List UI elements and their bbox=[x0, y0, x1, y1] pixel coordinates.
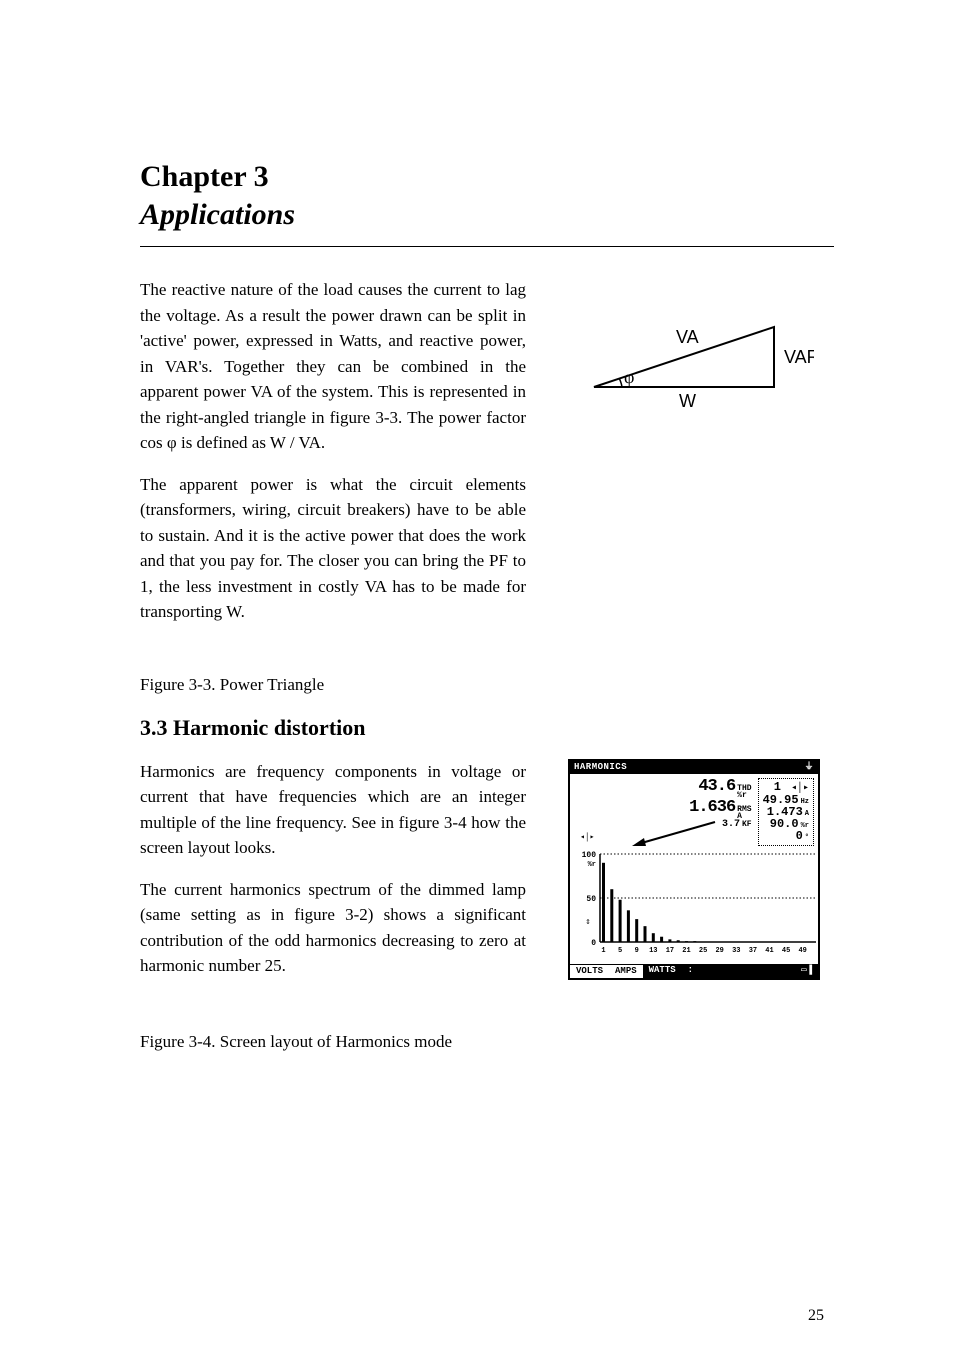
deg-unit: ° bbox=[805, 835, 809, 842]
chapter-subtitle: Applications bbox=[140, 198, 834, 232]
kf-value: 3.7 bbox=[722, 820, 740, 830]
title-block: Chapter 3 Applications bbox=[140, 160, 834, 232]
col-left-1: The reactive nature of the load causes t… bbox=[140, 277, 526, 641]
para-1: The reactive nature of the load causes t… bbox=[140, 277, 526, 456]
svg-text:17: 17 bbox=[666, 947, 674, 955]
svg-text:41: 41 bbox=[765, 947, 773, 955]
col-right-triangle: VA VAR W φ bbox=[554, 277, 834, 641]
plug-icon: ⏚ bbox=[804, 763, 814, 772]
harmonic-index: 1 bbox=[774, 781, 781, 793]
svg-text:50: 50 bbox=[586, 895, 596, 904]
svg-text:29: 29 bbox=[715, 947, 723, 955]
tab-dots[interactable]: : bbox=[682, 964, 699, 977]
svg-text:13: 13 bbox=[649, 947, 657, 955]
row-device: Harmonics are frequency components in vo… bbox=[140, 759, 834, 995]
page-number: 25 bbox=[808, 1307, 824, 1325]
svg-text:1: 1 bbox=[601, 947, 605, 955]
a-value: 1.473 bbox=[767, 806, 803, 818]
readout-right: 1 ◂│▸ 49.95Hz 1.473A 90.0%r 0° bbox=[758, 778, 814, 846]
row-triangle: The reactive nature of the load causes t… bbox=[140, 277, 834, 641]
section-heading-3-3: 3.3 Harmonic distortion bbox=[140, 715, 834, 741]
label-va: VA bbox=[676, 327, 699, 347]
chapter-label: Chapter 3 bbox=[140, 160, 834, 194]
rms-unit: RMSA bbox=[737, 806, 751, 820]
kf-label: KF bbox=[742, 821, 752, 828]
svg-text:⇕: ⇕ bbox=[585, 917, 590, 927]
svg-text:37: 37 bbox=[749, 947, 757, 955]
device-bottom-tabs: VOLTS AMPS WATTS : ▭▐ bbox=[570, 964, 818, 978]
figure-3-4-caption: Figure 3-4. Screen layout of Harmonics m… bbox=[140, 1029, 834, 1055]
svg-text:49: 49 bbox=[798, 947, 806, 955]
svg-text:5: 5 bbox=[618, 947, 622, 955]
col-right-device: HARMONICS ⏚ 43.6 THD%r 1.636 RMSA bbox=[554, 759, 834, 980]
svg-text:0: 0 bbox=[591, 939, 596, 948]
para-3: Harmonics are frequency components in vo… bbox=[140, 759, 526, 861]
svg-text:21: 21 bbox=[682, 947, 690, 955]
thd-value: 43.6 bbox=[698, 778, 735, 795]
document-page: Chapter 3 Applications The reactive natu… bbox=[0, 0, 954, 1351]
col-left-2: Harmonics are frequency components in vo… bbox=[140, 759, 526, 995]
harmonic-nav-icon: ◂│▸ bbox=[791, 784, 809, 794]
figure-3-3-caption: Figure 3-3. Power Triangle bbox=[140, 675, 834, 695]
a-unit: A bbox=[805, 811, 809, 818]
svg-text:100: 100 bbox=[582, 851, 597, 860]
tab-watts[interactable]: WATTS bbox=[643, 964, 682, 977]
pct-value: 90.0 bbox=[770, 818, 799, 830]
power-triangle: VA VAR W φ bbox=[574, 277, 814, 437]
deg-value: 0 bbox=[796, 830, 803, 842]
svg-text:45: 45 bbox=[782, 947, 790, 955]
thd-unit: THD%r bbox=[737, 785, 751, 799]
label-phi: φ bbox=[624, 367, 634, 387]
rms-value: 1.636 bbox=[689, 799, 735, 816]
device-titlebar: HARMONICS ⏚ bbox=[570, 761, 818, 774]
label-w: W bbox=[679, 391, 696, 411]
tab-amps[interactable]: AMPS bbox=[609, 964, 643, 978]
harmonics-bar-chart: 100 50 0 %r ⇕ 1 5 9 13 17 21 25 29 33 37 41 45 49 bbox=[574, 850, 814, 962]
svg-text:25: 25 bbox=[699, 947, 707, 955]
label-var: VAR bbox=[784, 347, 814, 367]
hz-value: 49.95 bbox=[763, 794, 799, 806]
svg-text:%r: %r bbox=[588, 861, 596, 869]
device-screenshot: HARMONICS ⏚ 43.6 THD%r 1.636 RMSA bbox=[568, 759, 820, 980]
svg-text:33: 33 bbox=[732, 947, 740, 955]
para-4: The current harmonics spectrum of the di… bbox=[140, 877, 526, 979]
battery-icon: ▭▐ bbox=[795, 964, 818, 977]
title-rule bbox=[140, 246, 834, 247]
device-title: HARMONICS bbox=[574, 763, 627, 772]
para-2: The apparent power is what the circuit e… bbox=[140, 472, 526, 625]
svg-text:9: 9 bbox=[635, 947, 639, 955]
tab-volts[interactable]: VOLTS bbox=[570, 964, 609, 978]
